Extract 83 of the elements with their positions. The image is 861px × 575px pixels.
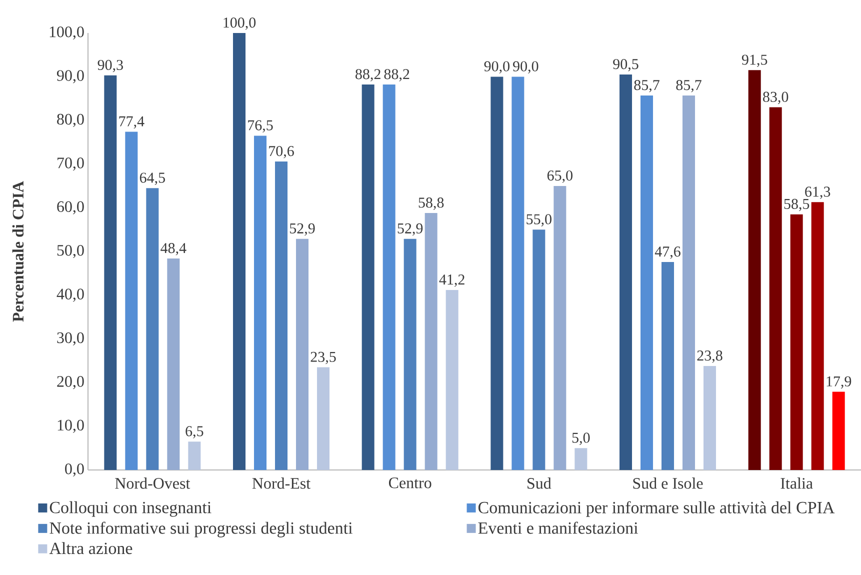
y-tick-label: 40,0 bbox=[56, 288, 84, 302]
data-label: 85,7 bbox=[634, 80, 660, 92]
bar bbox=[832, 392, 845, 470]
bar bbox=[167, 258, 180, 470]
bar bbox=[532, 230, 546, 470]
bar bbox=[554, 186, 566, 470]
data-label: 85,7 bbox=[676, 80, 702, 92]
legend-label: Colloqui con insegnanti bbox=[50, 501, 212, 517]
bar bbox=[382, 84, 396, 470]
bar bbox=[490, 76, 504, 470]
x-tick-label: Nord-Ovest bbox=[115, 478, 190, 489]
data-label: 70,6 bbox=[269, 146, 294, 158]
x-tick-label: Centro bbox=[388, 478, 432, 488]
bar bbox=[811, 202, 824, 470]
bar bbox=[146, 188, 159, 470]
data-label: 6,5 bbox=[186, 426, 204, 438]
data-label: 91,5 bbox=[742, 54, 768, 67]
bar bbox=[704, 366, 716, 470]
legend-label: Altra azione bbox=[49, 542, 132, 554]
bar bbox=[574, 448, 588, 470]
y-tick-label: 70,0 bbox=[58, 158, 84, 171]
y-tick-label: 60,0 bbox=[57, 201, 84, 214]
bar bbox=[620, 74, 632, 470]
data-label: 61,3 bbox=[805, 186, 830, 199]
data-label: 5,0 bbox=[572, 432, 590, 445]
data-label: 23,5 bbox=[310, 352, 336, 364]
data-label: 88,2 bbox=[356, 69, 380, 82]
y-tick-label: 20,0 bbox=[57, 376, 84, 390]
data-label: 88,2 bbox=[384, 69, 410, 82]
y-tick-label: 30,0 bbox=[57, 332, 84, 346]
data-label: 52,9 bbox=[398, 223, 423, 236]
bar bbox=[233, 32, 246, 470]
data-label: 76,5 bbox=[248, 120, 273, 132]
legend-label: Comunicazioni per informare sulle attività del CPIA bbox=[478, 501, 835, 517]
x-tick-label: Sud e Isole bbox=[633, 478, 703, 489]
bar bbox=[640, 95, 654, 470]
data-label: 58,8 bbox=[418, 198, 444, 210]
x-tick-label: Nord-Est bbox=[252, 478, 310, 489]
x-tick-label: Italia bbox=[780, 478, 813, 489]
data-label: 55,0 bbox=[526, 214, 552, 226]
legend-label: Eventi e manifestazioni bbox=[478, 522, 638, 534]
bar bbox=[682, 95, 696, 470]
data-label: 17,9 bbox=[826, 376, 852, 389]
y-tick-label: 90,0 bbox=[56, 70, 84, 84]
legend-label: Note informative sui progressi degli studenti bbox=[50, 522, 352, 538]
bar bbox=[404, 238, 416, 470]
data-label: 90,5 bbox=[613, 59, 638, 72]
bar bbox=[296, 238, 308, 470]
y-axis-title: Percentuale di CPIA bbox=[12, 181, 24, 322]
bar bbox=[188, 442, 201, 470]
data-label: 90,0 bbox=[484, 61, 510, 74]
y-tick-label: 50,0 bbox=[57, 244, 84, 258]
x-tick-label: Sud bbox=[528, 478, 552, 489]
bar bbox=[254, 136, 267, 470]
data-label: 64,5 bbox=[140, 172, 165, 185]
data-label: 23,8 bbox=[697, 350, 722, 363]
bar bbox=[662, 262, 674, 470]
bar bbox=[790, 214, 803, 470]
data-label: 58,5 bbox=[784, 198, 810, 212]
data-label: 47,6 bbox=[654, 246, 680, 259]
data-label: 48,4 bbox=[160, 243, 186, 256]
bar bbox=[104, 75, 117, 470]
data-label: 52,9 bbox=[290, 223, 315, 236]
bar bbox=[512, 76, 524, 470]
data-label: 100,0 bbox=[224, 18, 256, 30]
data-label: 41,2 bbox=[439, 274, 464, 287]
bar bbox=[125, 132, 138, 470]
bar bbox=[446, 290, 458, 470]
bar bbox=[317, 367, 330, 470]
bar bbox=[769, 107, 782, 470]
bar bbox=[275, 161, 288, 470]
data-label: 90,3 bbox=[98, 60, 123, 72]
data-label: 65,0 bbox=[547, 170, 572, 183]
data-label: 90,0 bbox=[513, 61, 538, 74]
y-tick-label: 100,0 bbox=[50, 26, 84, 40]
data-label: 77,4 bbox=[119, 116, 144, 129]
bar bbox=[748, 70, 761, 470]
data-label: 83,0 bbox=[763, 92, 788, 104]
bar bbox=[424, 213, 438, 470]
y-tick-label: 80,0 bbox=[57, 114, 84, 127]
bar bbox=[362, 84, 374, 470]
y-tick-label: 10,0 bbox=[58, 420, 84, 433]
y-tick-label: 0,0 bbox=[65, 463, 84, 477]
